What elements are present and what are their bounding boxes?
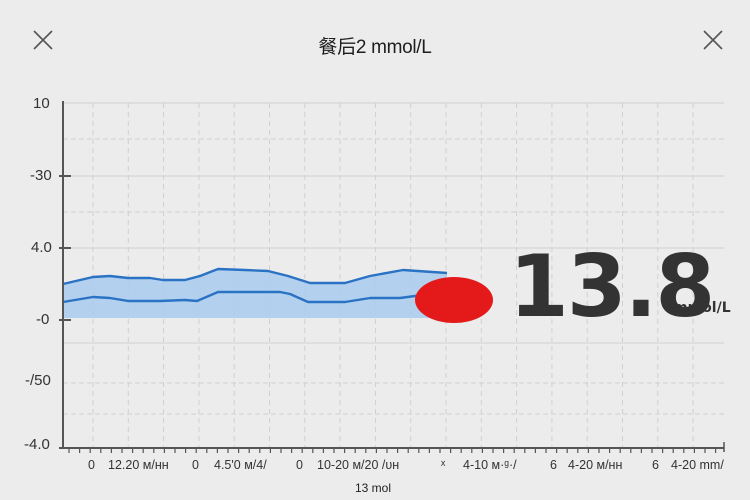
x-tick-label: 6	[652, 458, 659, 472]
page-title: 餐后2 mmol/L	[318, 37, 432, 58]
chart-axes	[59, 101, 725, 453]
y-tick-label: 4.0	[31, 239, 52, 256]
x-tick-label: 4-20 mm/	[671, 458, 724, 472]
lower-series-line	[62, 290, 431, 304]
y-tick-label: -/50	[25, 372, 51, 389]
x-tick-label: 0	[296, 458, 303, 472]
close-left-button[interactable]	[31, 28, 55, 52]
x-tick-label: 6	[550, 458, 557, 472]
current-reading-unit: mmol/L	[673, 300, 731, 316]
x-tick-label: 4-10 ᴍ·ᵍ·/	[463, 458, 517, 472]
y-tick-label: -0	[36, 311, 50, 328]
y-tick-label: -4.0	[24, 436, 50, 453]
x-axis-label: 13 mol	[355, 481, 392, 495]
upper-series-line	[62, 267, 448, 286]
y-tick-label: -30	[30, 167, 52, 184]
close-icon	[33, 30, 53, 50]
x-tick-label: 10-20 ᴍ/20 /ᴜʜ	[317, 458, 400, 472]
current-value-marker	[415, 277, 493, 323]
x-tick-label: 0	[192, 458, 199, 472]
range-area-fill	[63, 269, 447, 318]
y-tick-label: 10	[33, 95, 50, 112]
x-tick-label: 0	[88, 458, 95, 472]
x-tick-label: 4.5'0 ᴍ/4/	[214, 458, 267, 472]
x-tick-label: 4-20 ᴍ/ʜʜ	[568, 458, 623, 472]
close-icon	[703, 30, 723, 50]
close-right-button[interactable]	[701, 28, 725, 52]
x-tick-label: ᕁ	[440, 459, 447, 473]
x-tick-label: 12.20 ᴍ/ʜʜ	[108, 458, 169, 472]
current-reading-value: 13.8	[509, 237, 715, 337]
